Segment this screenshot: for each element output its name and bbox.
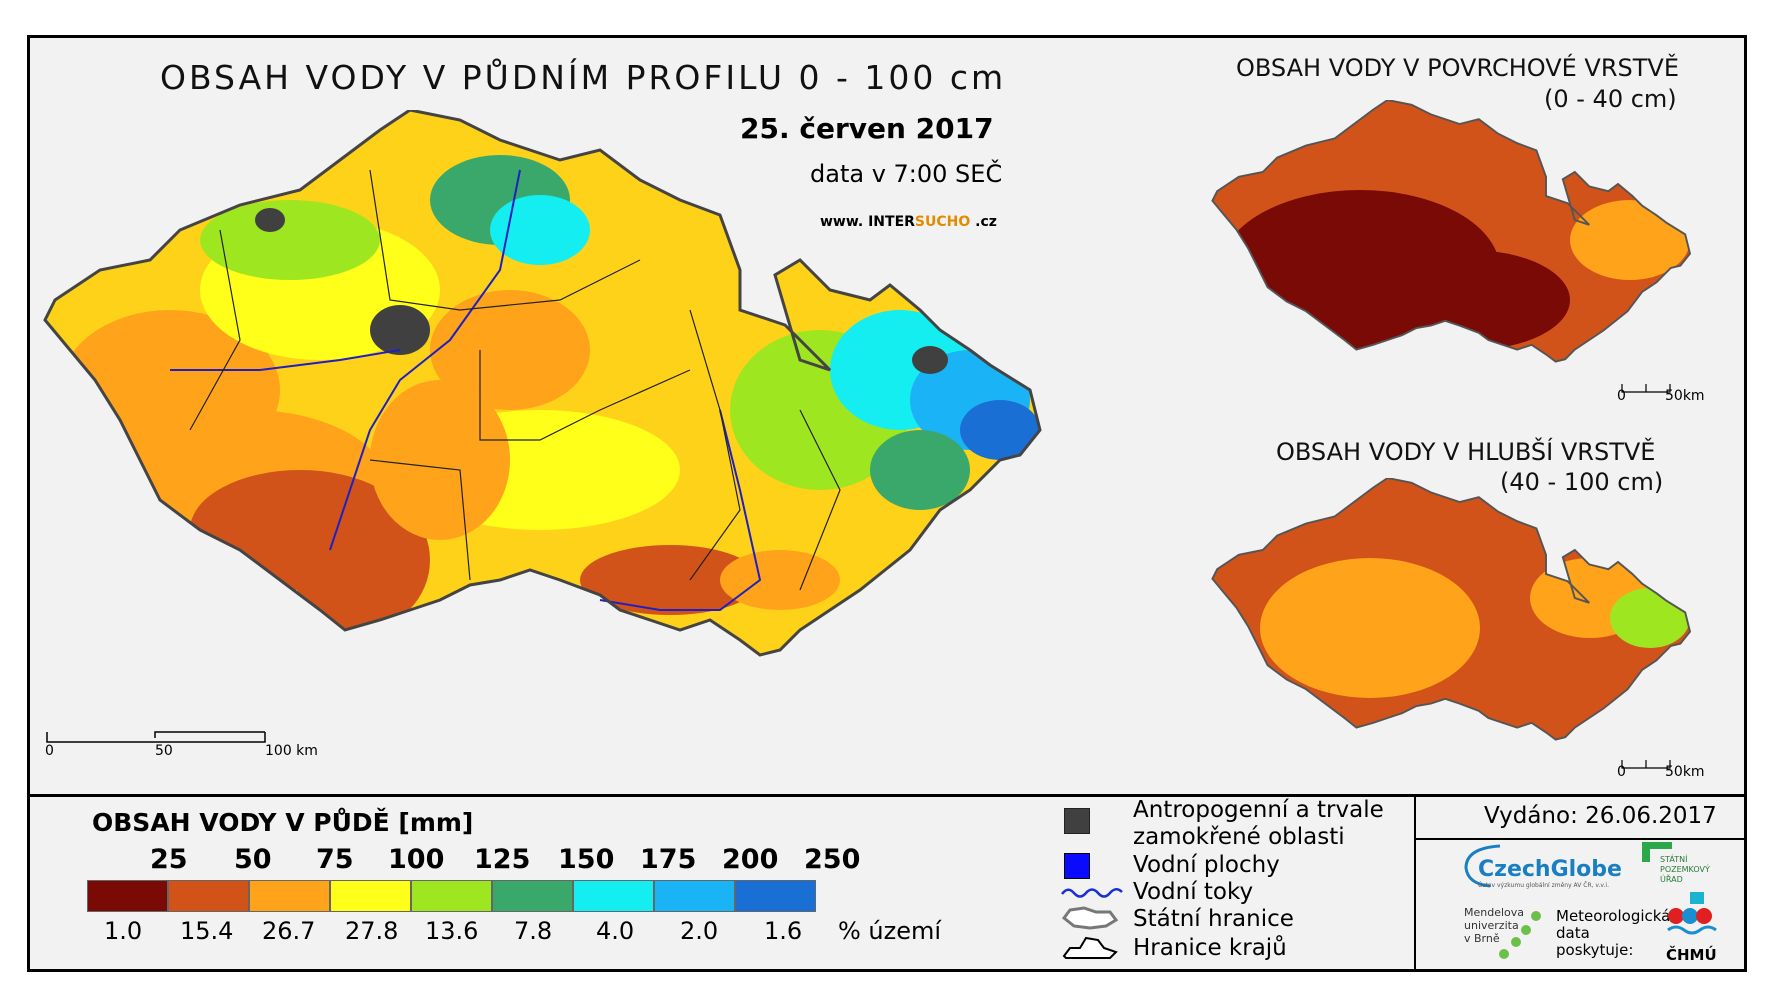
czechglobe-logo: CzechGlobe: [1478, 857, 1622, 882]
legend-swatch: [330, 880, 411, 912]
czechglobe-subtitle: Ústav výzkumu globální změny AV ČR, v.v.…: [1478, 882, 1609, 889]
percent-label: 1.0: [104, 917, 143, 945]
inset-bottom-depth: (40 - 100 cm): [1500, 468, 1664, 496]
main-scalebar: [46, 731, 266, 743]
region-border-icon: [1062, 936, 1118, 959]
inset-bottom-scale-0: 0: [1617, 764, 1626, 780]
percent-label: 27.8: [345, 917, 399, 945]
intersucho-url[interactable]: www. INTERSUCHO .cz: [820, 214, 997, 230]
inset-bottom-scale-50: 50km: [1665, 764, 1705, 780]
inset-bottom-title: OBSAH VODY V HLUBŠÍ VRSTVĚ: [1276, 438, 1656, 466]
state-border-icon: [1061, 906, 1119, 930]
percent-label: 26.7: [262, 917, 316, 945]
threshold-label: 150: [558, 844, 615, 875]
percent-unit: % území: [838, 917, 942, 945]
anthro-label-2: zamokřené oblasti: [1133, 824, 1345, 850]
threshold-label: 200: [722, 844, 779, 875]
inset-top-scalebar: [1621, 384, 1671, 393]
inset-bottom-map: [1211, 478, 1691, 741]
threshold-label: 175: [640, 844, 697, 875]
divider-horizontal: [27, 794, 1747, 797]
map-title: OBSAH VODY V PŮDNÍM PROFILU 0 - 100 cm: [160, 58, 1007, 97]
threshold-label: 25: [150, 844, 188, 875]
state-border-label: Státní hranice: [1133, 906, 1294, 932]
scalebar-100: 100 km: [265, 743, 318, 759]
threshold-label: 125: [474, 844, 531, 875]
divider-issued: [1416, 838, 1746, 840]
rivers-label: Vodní toky: [1133, 879, 1254, 905]
anthro-swatch: [1064, 808, 1090, 834]
data-time: data v 7:00 SEČ: [810, 160, 1003, 188]
legend-swatch: [87, 880, 168, 912]
inset-top-depth: (0 - 40 cm): [1544, 85, 1677, 113]
chmu-logo-icon: [1667, 892, 1717, 935]
inset-top-map: [1211, 100, 1691, 363]
river-network: [170, 169, 762, 611]
map-date: 25. červen 2017: [740, 112, 994, 145]
mendelu-dots-icon: [1499, 911, 1541, 959]
water-body-swatch: [1064, 853, 1090, 879]
legend-swatch: [168, 880, 249, 912]
region-border-label: Hranice krajů: [1133, 935, 1287, 961]
percent-label: 1.6: [764, 917, 803, 945]
spu-logo-icon: [1642, 842, 1672, 862]
czechglobe-swoosh-icon: [1464, 844, 1501, 888]
issued-date: Vydáno: 26.06.2017: [1484, 803, 1717, 829]
inset-top-scale-0: 0: [1617, 388, 1626, 404]
legend-swatch: [654, 880, 735, 912]
legend-title: OBSAH VODY V PŮDĚ [mm]: [92, 808, 474, 837]
river-icon: [1061, 888, 1123, 898]
legend-swatch: [249, 880, 330, 912]
percent-label: 4.0: [596, 917, 635, 945]
main-map: [43, 110, 1042, 657]
legend-swatch: [492, 880, 573, 912]
percent-label: 15.4: [180, 917, 234, 945]
percent-label: 2.0: [680, 917, 719, 945]
mendelu-logo: Mendelova univerzita v Brně: [1464, 906, 1525, 945]
region-borders: [189, 169, 841, 591]
inset-top-scale-50: 50km: [1665, 388, 1705, 404]
legend-swatch: [573, 880, 654, 912]
inset-bottom-scalebar: [1621, 760, 1671, 769]
threshold-label: 100: [388, 844, 445, 875]
divider-vertical: [1414, 796, 1416, 972]
legend-swatch: [411, 880, 492, 912]
inset-top-title: OBSAH VODY V POVRCHOVÉ VRSTVĚ: [1236, 54, 1679, 82]
scalebar-50: 50: [155, 743, 173, 759]
percent-label: 13.6: [425, 917, 479, 945]
legend-swatch: [735, 880, 816, 912]
threshold-label: 50: [234, 844, 272, 875]
soil-moisture-raster: [45, 110, 1040, 655]
spu-logo: STÁTNÍ POZEMKOVÝ ÚŘAD: [1660, 855, 1710, 884]
water-bodies-label: Vodní plochy: [1133, 852, 1280, 878]
meteo-provider: Meteorologická data poskytuje:: [1556, 907, 1671, 959]
percent-label: 7.8: [514, 917, 553, 945]
chmu-logo: ČHMÚ: [1666, 946, 1717, 964]
threshold-label: 250: [804, 844, 861, 875]
anthro-label-1: Antropogenní a trvale: [1133, 797, 1384, 823]
threshold-label: 75: [316, 844, 354, 875]
scalebar-0: 0: [45, 743, 54, 759]
